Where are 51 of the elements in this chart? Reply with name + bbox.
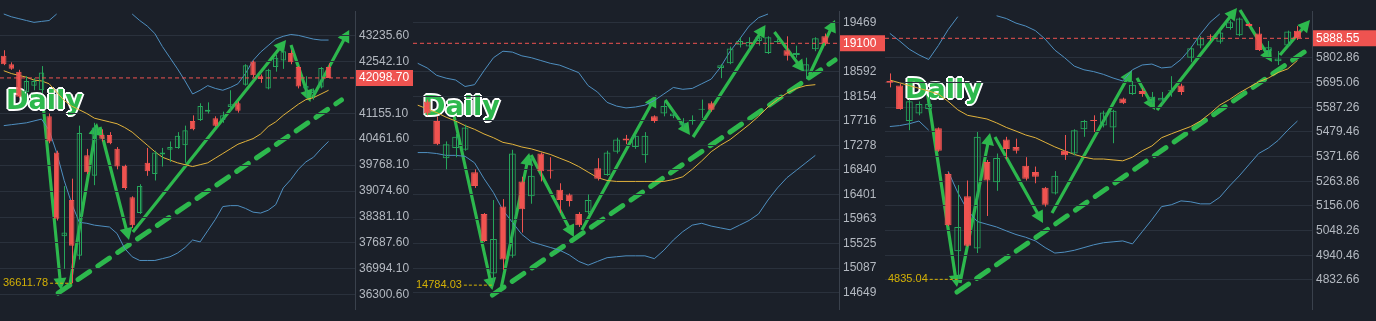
candlestick [471, 168, 478, 189]
y-tick-label: 36994.10 [359, 261, 410, 276]
annotation: 14784.03 [416, 278, 462, 291]
y-tick-label: 36300.60 [359, 287, 410, 302]
ref-line-label: 19100 [843, 35, 877, 50]
candlestick [896, 83, 904, 111]
y-tick-label: 42542.10 [359, 53, 410, 68]
y-tick-label: 5802.86 [1316, 50, 1360, 65]
y-tick-label: 5587.26 [1316, 99, 1360, 114]
y-tick-label: 16840 [843, 162, 877, 177]
y-tick-label: 5156.06 [1316, 198, 1360, 213]
y-tick-label: 14649 [843, 285, 877, 300]
y-tick-label: 41155.10 [359, 105, 409, 120]
candlestick [1041, 186, 1049, 208]
candlestick [688, 114, 696, 126]
y-tick-label: 15087 [843, 260, 877, 275]
ref-line-label: 42098.70 [359, 70, 410, 85]
y-tick-label: 5479.46 [1316, 124, 1360, 139]
y-tick-label: 17278 [843, 137, 877, 152]
candlestick [84, 148, 90, 175]
y-tick-label: 15525 [843, 235, 877, 250]
y-tick-label: 40461.60 [359, 131, 410, 146]
candlestick [537, 152, 545, 182]
candlestick [114, 146, 120, 170]
candlestick [934, 126, 942, 153]
y-tick-label: 17716 [843, 113, 877, 128]
candlestick [1022, 156, 1030, 182]
candlestick [556, 182, 564, 214]
annotation: 4835.04 [888, 272, 928, 285]
candlestick [46, 113, 52, 144]
y-tick-label: 4832.66 [1316, 272, 1360, 287]
y-tick-label: 19469 [843, 14, 877, 29]
y-tick-label: 18154 [843, 88, 877, 103]
y-tick-label: 16401 [843, 186, 877, 201]
y-tick-label: 5263.86 [1316, 173, 1360, 188]
ref-line-label: 5888.55 [1316, 30, 1360, 45]
candlestick [594, 157, 602, 181]
y-tick-label: 39074.60 [359, 183, 410, 198]
y-tick-label: 15963 [843, 211, 877, 226]
y-tick-label: 4940.46 [1316, 247, 1360, 262]
y-tick-label: 37687.60 [359, 235, 410, 250]
candlestick [1002, 136, 1010, 160]
annotation: 36611.78 [3, 276, 49, 289]
candlestick [983, 159, 991, 217]
y-tick-label: 5695.06 [1316, 74, 1360, 89]
y-tick-label: 43235.60 [359, 27, 410, 42]
y-tick-label: 5371.66 [1316, 148, 1360, 163]
y-tick-label: 39768.10 [359, 157, 410, 172]
y-tick-label: 38381.10 [359, 209, 410, 224]
y-tick-label: 18592 [843, 64, 877, 79]
y-tick-label: 5048.26 [1316, 222, 1360, 237]
